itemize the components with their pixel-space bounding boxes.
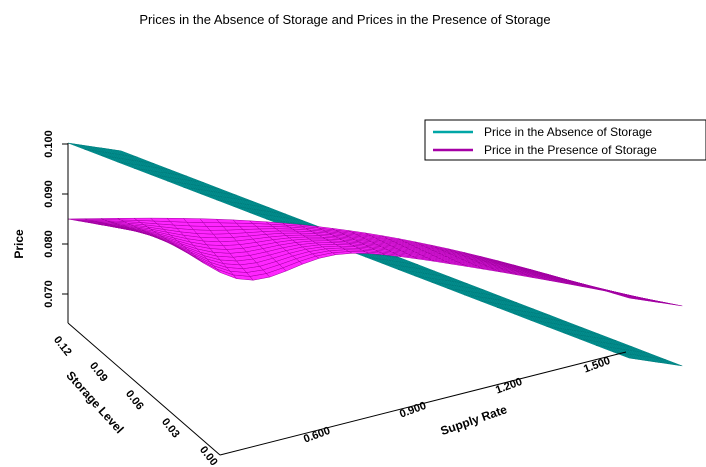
x-axis-label: Supply Rate [439,402,509,438]
y-axis-line [67,322,221,456]
legend-label-presence: Price in the Presence of Storage [484,143,657,157]
y-tick-label: 0.09 [87,360,110,384]
surface-plot-area [67,142,683,367]
y-tick-label: 0.03 [159,416,182,440]
z-tick-label: 0.080 [43,230,55,258]
x-tick-label: 1.200 [494,376,524,397]
z-tick-label: 0.090 [43,180,55,208]
legend-label-absence: Price in the Absence of Storage [484,125,652,139]
z-tick-label: 0.100 [43,130,55,158]
surface-cell-presence [595,287,616,294]
z-tick-label: 0.070 [43,280,55,308]
chart-title: Prices in the Absence of Storage and Pri… [139,12,550,27]
x-tick-label: 1.500 [582,355,612,376]
y-tick-label: 0.06 [123,388,146,412]
y-tick-label: 0.00 [197,444,220,467]
surface-cell-presence [232,219,254,224]
surface-cell-presence [612,292,633,299]
axes: 0.100 0.090 0.080 0.070 Price 0.12 0.09 … [12,130,627,467]
y-axis-label: Storage Level [63,368,126,436]
x-tick-label: 0.600 [302,425,332,446]
x-tick-label: 0.900 [398,400,428,421]
surface-cell-absence [612,351,633,359]
y-tick-label: 0.12 [51,334,74,358]
legend-box [424,119,706,161]
legend: Price in the Absence of Storage Price in… [424,119,706,161]
x-axis-line [219,351,627,456]
z-axis-label: Price [12,229,26,259]
